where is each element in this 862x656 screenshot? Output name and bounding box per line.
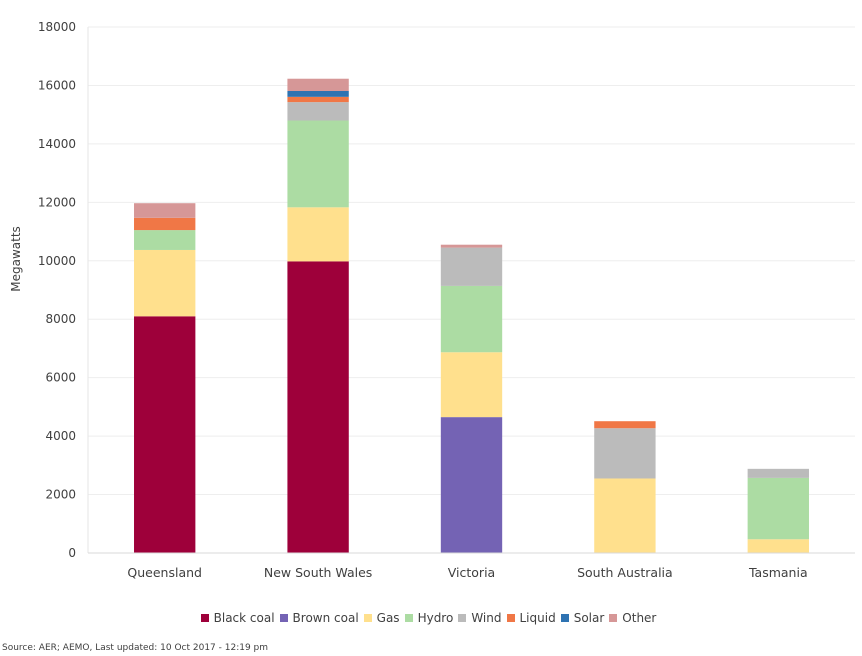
legend-label: Liquid xyxy=(519,611,556,625)
legend-item[interactable]: Black coal xyxy=(200,611,275,625)
y-tick-label: 16000 xyxy=(38,78,76,92)
y-tick-label: 18000 xyxy=(38,20,76,34)
bar-segment-hydro xyxy=(134,230,196,250)
bar-segment-gas xyxy=(287,207,349,262)
bar-segment-hydro xyxy=(440,285,503,353)
bars xyxy=(134,78,809,553)
bar-segment-black-coal xyxy=(134,316,196,553)
bar-segment-black-coal xyxy=(287,261,349,553)
legend-label: Hydro xyxy=(417,611,454,625)
bar-segment-wind xyxy=(747,468,809,478)
bar-segment-other xyxy=(440,244,503,248)
y-tick-label: 12000 xyxy=(38,195,76,209)
x-tick-label: Victoria xyxy=(448,565,495,580)
legend-label: Solar xyxy=(573,611,605,625)
bar-segment-hydro xyxy=(747,477,809,540)
y-axis-ticks: 0 2000 4000 6000 8000 10000 12000 14000 16000 180… xyxy=(38,20,76,560)
legend-label: Black coal xyxy=(213,611,275,625)
stacked-bar-chart: 0 2000 4000 6000 8000 10000 12000 14000 16000 180… xyxy=(9,20,855,580)
bar-segment-wind xyxy=(594,428,656,479)
legend-item[interactable]: Hydro xyxy=(404,611,454,625)
bar-segment-gas xyxy=(747,539,809,553)
legend-label: Brown coal xyxy=(292,611,359,625)
bar-segment-liquid xyxy=(287,96,349,103)
legend-swatch xyxy=(363,614,372,622)
y-tick-label: 6000 xyxy=(45,371,76,385)
y-tick-label: 14000 xyxy=(38,137,76,151)
legend-item[interactable]: Brown coal xyxy=(279,611,359,625)
legend-swatch xyxy=(200,614,209,622)
legend-label: Wind xyxy=(471,611,502,625)
bar-segment-wind xyxy=(440,247,503,286)
source-note: Source: AER; AEMO, Last updated: 10 Oct … xyxy=(2,643,269,653)
legend-swatch xyxy=(506,614,515,622)
x-tick-label: Tasmania xyxy=(748,565,808,580)
legend-label: Gas xyxy=(376,611,400,625)
x-tick-label: Queensland xyxy=(127,565,202,580)
legend-item[interactable]: Wind xyxy=(458,611,502,625)
x-tick-label: New South Wales xyxy=(264,565,372,580)
y-axis-label: Megawatts xyxy=(9,226,23,292)
y-tick-label: 4000 xyxy=(45,429,76,443)
bar-segment-gas xyxy=(440,352,503,418)
legend-item[interactable]: Other xyxy=(609,611,656,625)
bar-segment-wind xyxy=(287,102,349,121)
legend-item[interactable]: Gas xyxy=(363,611,400,625)
legend-item[interactable]: Solar xyxy=(560,611,605,625)
legend-swatch xyxy=(404,614,413,622)
legend-label: Other xyxy=(622,611,657,625)
bar-segment-liquid xyxy=(594,421,656,429)
legend-swatch xyxy=(279,614,288,622)
bar-segment-liquid xyxy=(134,217,196,231)
legend-swatch xyxy=(458,614,467,622)
x-axis-ticks: Queensland New South Wales Victoria South A… xyxy=(127,565,807,580)
bar-segment-brown-coal xyxy=(440,417,503,553)
bar-segment-other xyxy=(287,78,349,91)
bar-segment-hydro xyxy=(287,120,349,208)
bar-segment-gas xyxy=(134,249,196,317)
y-tick-label: 0 xyxy=(68,546,76,560)
bar-segment-other xyxy=(134,203,196,218)
legend: Black coal Brown coal Gas Hydro Wind Liquid So… xyxy=(0,609,862,627)
x-tick-label: South Australia xyxy=(577,565,673,580)
bar-segment-gas xyxy=(594,478,656,553)
y-tick-label: 2000 xyxy=(45,488,76,502)
y-tick-label: 8000 xyxy=(45,312,76,326)
bar-segment-solar xyxy=(287,90,349,97)
legend-swatch xyxy=(609,614,618,622)
y-tick-label: 10000 xyxy=(38,254,76,268)
legend-item[interactable]: Liquid xyxy=(506,611,556,625)
legend-swatch xyxy=(560,614,569,622)
